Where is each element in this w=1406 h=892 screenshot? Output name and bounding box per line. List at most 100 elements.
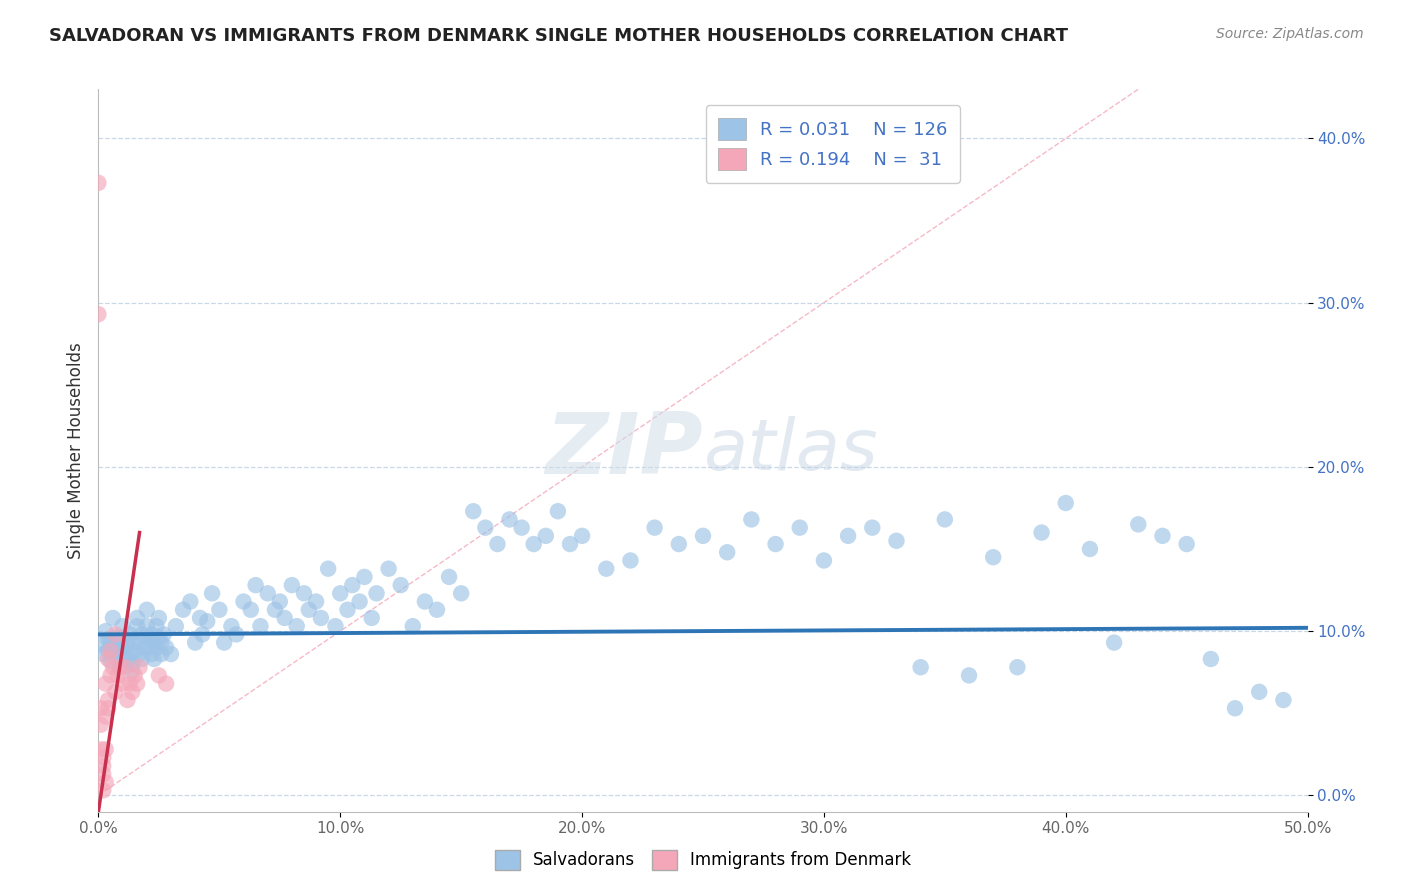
Point [1007, 660, 1029, 674]
Point [100, 644, 122, 658]
Point [101, 640, 124, 655]
Point [249, 619, 271, 633]
Point [191, 627, 214, 641]
Point [148, 611, 170, 625]
Point [813, 553, 835, 567]
Point [292, 586, 315, 600]
Point [94, 742, 117, 756]
Point [298, 603, 321, 617]
Point [285, 619, 308, 633]
Point [269, 594, 291, 608]
Point [128, 635, 150, 649]
Point [740, 512, 762, 526]
Point [104, 631, 127, 645]
Point [463, 504, 485, 518]
Point [450, 586, 472, 600]
Text: ZIP: ZIP [546, 409, 703, 492]
Point [128, 647, 150, 661]
Point [97, 701, 120, 715]
Point [342, 578, 364, 592]
Point [145, 640, 167, 655]
Point [135, 603, 157, 617]
Point [245, 578, 267, 592]
Point [143, 635, 166, 649]
Point [1102, 635, 1125, 649]
Point [111, 676, 134, 690]
Point [837, 529, 859, 543]
Point [94, 624, 117, 639]
Point [107, 635, 129, 649]
Point [94, 676, 117, 690]
Point [571, 529, 593, 543]
Point [474, 521, 496, 535]
Point [1152, 529, 1174, 543]
Y-axis label: Single Mother Households: Single Mother Households [66, 343, 84, 558]
Point [135, 619, 157, 633]
Point [595, 562, 617, 576]
Point [127, 619, 149, 633]
Point [336, 603, 359, 617]
Point [94, 775, 117, 789]
Point [1128, 517, 1150, 532]
Point [138, 631, 160, 645]
Point [981, 550, 1004, 565]
Point [114, 647, 136, 661]
Point [325, 619, 347, 633]
Point [124, 668, 146, 682]
Point [114, 660, 136, 674]
Point [143, 652, 166, 666]
Point [121, 685, 143, 699]
Point [134, 640, 156, 655]
Point [309, 611, 332, 625]
Point [155, 640, 177, 655]
Point [148, 668, 170, 682]
Point [179, 594, 201, 608]
Point [127, 611, 149, 625]
Point [172, 603, 194, 617]
Point [353, 570, 375, 584]
Point [426, 603, 449, 617]
Point [152, 627, 174, 641]
Point [148, 631, 170, 645]
Point [117, 635, 139, 649]
Point [108, 640, 131, 655]
Point [716, 545, 738, 559]
Point [141, 647, 163, 661]
Point [1199, 652, 1222, 666]
Point [413, 594, 436, 608]
Point [131, 652, 153, 666]
Point [957, 668, 980, 682]
Point [184, 635, 207, 649]
Point [108, 660, 131, 674]
Point [349, 594, 371, 608]
Point [124, 644, 146, 658]
Point [94, 709, 117, 723]
Point [1272, 693, 1295, 707]
Point [1031, 525, 1053, 540]
Point [437, 570, 460, 584]
Legend: R = 0.031    N = 126, R = 0.194    N =  31: R = 0.031 N = 126, R = 0.194 N = 31 [706, 105, 960, 183]
Point [127, 676, 149, 690]
Point [87, 176, 110, 190]
Point [668, 537, 690, 551]
Point [150, 647, 173, 661]
Point [91, 767, 114, 781]
Point [121, 664, 143, 678]
Point [107, 652, 129, 666]
Point [201, 586, 224, 600]
Point [111, 619, 134, 633]
Point [155, 676, 177, 690]
Point [90, 717, 112, 731]
Point [281, 578, 304, 592]
Point [510, 521, 533, 535]
Point [121, 657, 143, 671]
Point [165, 619, 187, 633]
Point [547, 504, 569, 518]
Point [160, 647, 183, 661]
Point [208, 603, 231, 617]
Point [195, 614, 218, 628]
Point [118, 627, 141, 641]
Point [765, 537, 787, 551]
Point [91, 647, 114, 661]
Point [523, 537, 546, 551]
